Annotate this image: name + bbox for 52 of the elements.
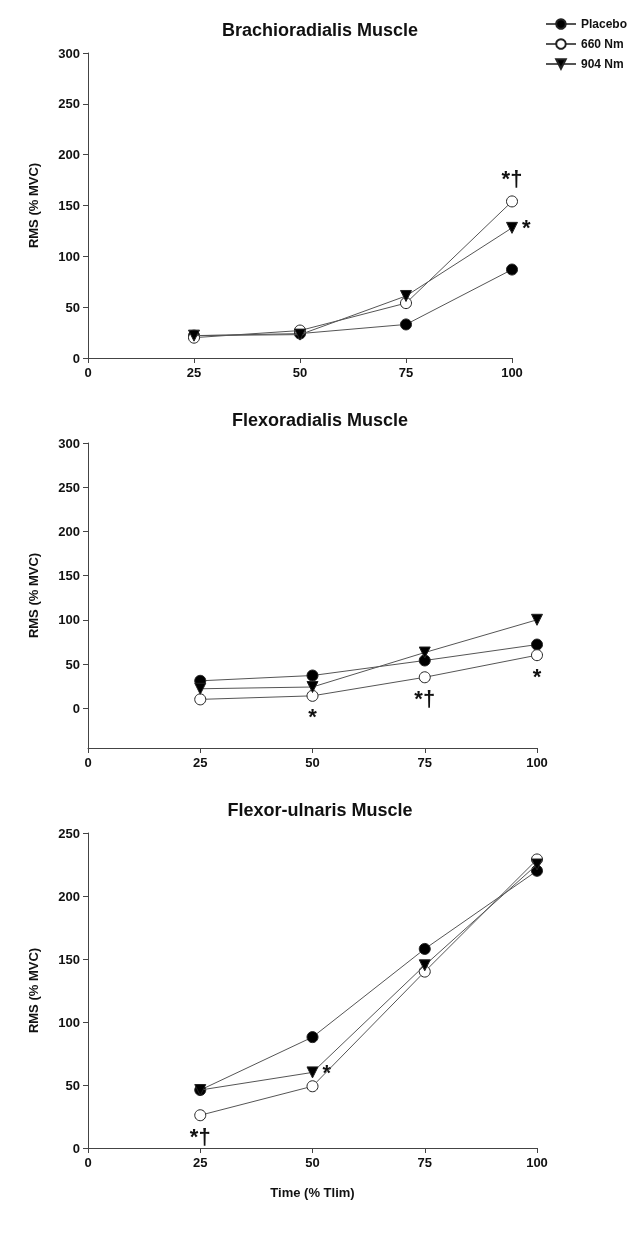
y-tick-label: 0 xyxy=(72,700,80,716)
y-tick-label: 250 xyxy=(58,479,80,495)
x-tick-label: 50 xyxy=(292,365,308,380)
y-tick-label: 150 xyxy=(58,568,80,584)
x-tick-label: 50 xyxy=(305,1155,320,1170)
y-tick-label: 150 xyxy=(58,951,80,967)
y-tick-label: 300 xyxy=(58,45,80,61)
annotation: *† xyxy=(414,685,436,711)
annotation: *† xyxy=(501,165,523,191)
y-axis-title: RMS (% MVC) xyxy=(26,162,41,249)
y-tick-label: 250 xyxy=(58,825,80,841)
annotation: * xyxy=(308,704,318,730)
x-tick-label: 75 xyxy=(417,1155,432,1170)
legend-label: Placebo xyxy=(580,17,628,31)
y-tick-label: 0 xyxy=(72,1140,80,1156)
y-tick-label: 200 xyxy=(58,147,80,163)
y-tick-label: 200 xyxy=(58,523,80,539)
x-tick-label: 75 xyxy=(417,755,432,770)
legend-label: 660 Nm xyxy=(580,37,624,51)
x-tick-label: 0 xyxy=(84,755,92,770)
y-tick-label: 100 xyxy=(58,1014,80,1030)
x-tick-label: 100 xyxy=(526,755,548,770)
x-tick-label: 25 xyxy=(193,755,208,770)
x-tick-label: 75 xyxy=(398,365,414,380)
x-tick-label: 0 xyxy=(84,365,92,380)
chart-title: Flexoradialis Muscle xyxy=(231,410,409,430)
y-tick-label: 250 xyxy=(58,96,80,112)
x-tick-label: 100 xyxy=(526,1155,548,1170)
annotation: * xyxy=(532,663,542,689)
y-tick-label: 50 xyxy=(65,1077,80,1093)
y-tick-label: 300 xyxy=(58,435,80,451)
x-tick-label: 0 xyxy=(84,1155,92,1170)
y-tick-label: 100 xyxy=(58,248,80,264)
y-tick-label: 50 xyxy=(65,656,80,672)
y-tick-label: 100 xyxy=(58,612,80,628)
y-tick-label: 0 xyxy=(72,350,80,366)
chart-title: Brachioradialis Muscle xyxy=(221,20,419,40)
annotation: *† xyxy=(189,1123,211,1149)
y-axis-title: RMS (% MVC) xyxy=(26,552,41,639)
chart-title: Flexor-ulnaris Muscle xyxy=(227,800,413,820)
x-tick-label: 50 xyxy=(305,755,320,770)
y-axis-title: RMS (% MVC) xyxy=(26,947,41,1034)
x-tick-label: 100 xyxy=(501,365,523,380)
x-tick-label: 25 xyxy=(193,1155,208,1170)
x-axis-title: Time (% Tlim) xyxy=(270,1185,355,1200)
y-tick-label: 200 xyxy=(58,888,80,904)
x-tick-label: 25 xyxy=(186,365,202,380)
y-tick-label: 50 xyxy=(65,299,80,315)
y-tick-label: 150 xyxy=(58,198,80,213)
legend-label: 904 Nm xyxy=(580,57,624,71)
annotation: * xyxy=(322,1059,332,1085)
annotation: * xyxy=(522,215,531,241)
